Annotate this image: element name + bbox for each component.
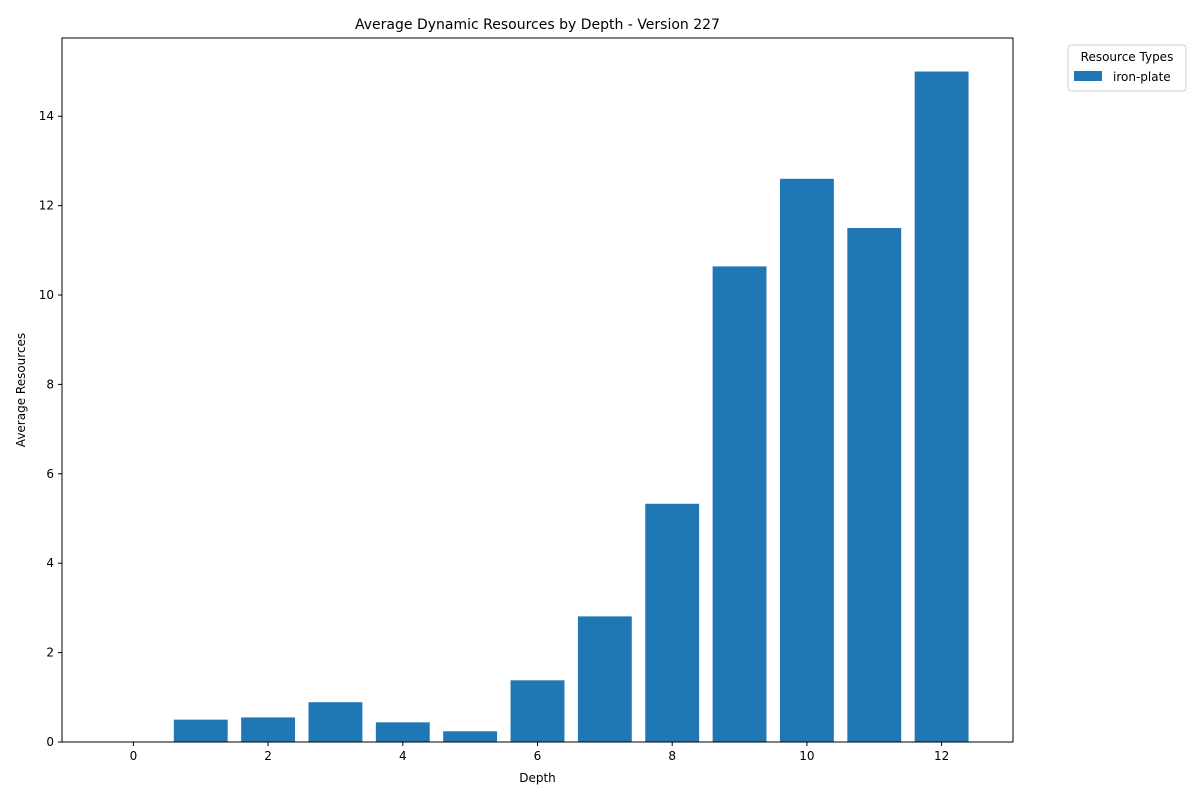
y-tick-label: 8	[46, 377, 54, 391]
bar-depth-6	[510, 680, 565, 742]
y-axis-title: Average Resources	[14, 333, 28, 447]
legend-title: Resource Types	[1081, 50, 1174, 64]
legend: Resource Types iron-plate	[1067, 44, 1187, 92]
bar-depth-9	[712, 266, 767, 742]
bar-depth-4	[375, 722, 430, 742]
x-tick-label: 8	[668, 749, 676, 763]
y-tick-label: 2	[46, 646, 54, 660]
bar-depth-7	[577, 616, 632, 742]
bar-depth-2	[241, 717, 296, 742]
y-axis-ticks: 0 2 4 6 8 10 12 14	[39, 109, 62, 749]
x-tick-label: 4	[399, 749, 407, 763]
bar-depth-1	[173, 719, 228, 742]
x-tick-label: 10	[799, 749, 814, 763]
y-tick-label: 6	[46, 467, 54, 481]
x-axis-title: Depth	[519, 771, 556, 785]
y-tick-label: 10	[39, 288, 54, 302]
y-tick-label: 4	[46, 556, 54, 570]
chart-title: Average Dynamic Resources by Depth - Ver…	[355, 17, 720, 33]
x-tick-label: 0	[130, 749, 138, 763]
y-tick-label: 14	[39, 109, 54, 123]
bar-depth-10	[779, 178, 834, 743]
x-tick-label: 12	[934, 749, 949, 763]
y-tick-label: 0	[46, 735, 54, 749]
x-tick-label: 2	[264, 749, 272, 763]
bar-depth-3	[308, 702, 363, 742]
bar-depth-8	[645, 503, 700, 742]
x-axis-ticks: 0 2 4 6 8 10 12	[130, 742, 949, 763]
bar-depth-11	[847, 227, 902, 742]
legend-label-iron-plate: iron-plate	[1113, 70, 1171, 84]
legend-swatch-iron-plate	[1074, 71, 1102, 81]
x-tick-label: 6	[534, 749, 542, 763]
bar-depth-12	[914, 71, 969, 743]
y-tick-label: 12	[39, 199, 54, 213]
plot-frame	[61, 37, 1014, 743]
bar-depth-5	[443, 731, 498, 742]
bars-group	[173, 71, 969, 743]
